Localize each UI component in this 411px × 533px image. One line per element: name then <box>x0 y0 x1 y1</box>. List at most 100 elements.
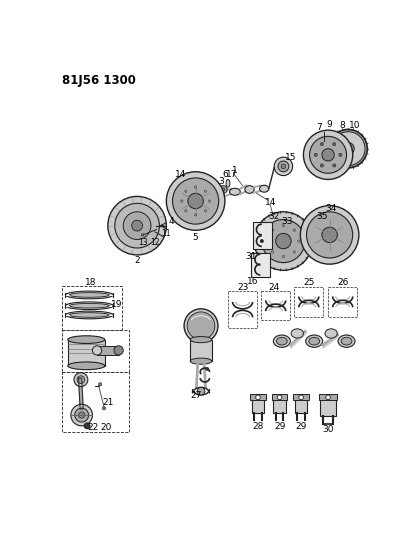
Circle shape <box>79 412 85 418</box>
Text: 18: 18 <box>85 278 97 287</box>
Circle shape <box>300 206 359 264</box>
Circle shape <box>322 149 334 161</box>
Text: 10: 10 <box>349 121 361 130</box>
Text: 19: 19 <box>111 300 123 309</box>
Circle shape <box>123 212 151 239</box>
Ellipse shape <box>341 337 352 345</box>
Text: 5: 5 <box>192 233 198 241</box>
Circle shape <box>320 164 323 167</box>
Circle shape <box>293 251 296 253</box>
Bar <box>320 399 336 416</box>
Text: 13: 13 <box>139 238 148 247</box>
Circle shape <box>84 423 90 429</box>
Bar <box>319 394 337 400</box>
Circle shape <box>99 383 102 386</box>
Circle shape <box>298 240 300 242</box>
Circle shape <box>256 395 260 400</box>
Ellipse shape <box>226 180 230 187</box>
Bar <box>294 287 323 317</box>
Ellipse shape <box>69 313 109 317</box>
Ellipse shape <box>68 362 105 370</box>
Circle shape <box>262 220 305 263</box>
Text: 11: 11 <box>162 229 171 238</box>
Text: 33: 33 <box>282 217 293 227</box>
Bar <box>62 372 129 432</box>
Bar <box>251 253 270 277</box>
Circle shape <box>222 188 225 191</box>
Circle shape <box>185 209 187 212</box>
Text: 4: 4 <box>169 217 175 227</box>
Text: 2: 2 <box>134 256 140 265</box>
Bar <box>252 399 264 413</box>
Bar <box>328 287 357 317</box>
Ellipse shape <box>69 293 109 297</box>
Circle shape <box>307 212 353 258</box>
Text: 29: 29 <box>296 422 307 431</box>
Circle shape <box>132 220 143 231</box>
Circle shape <box>254 212 313 270</box>
Circle shape <box>278 161 289 172</box>
Circle shape <box>277 395 282 400</box>
Circle shape <box>309 136 346 173</box>
Circle shape <box>208 200 211 202</box>
Circle shape <box>194 214 197 216</box>
Ellipse shape <box>68 336 105 343</box>
Circle shape <box>293 229 296 231</box>
Text: 6: 6 <box>222 169 228 179</box>
Circle shape <box>187 312 215 340</box>
Text: 3: 3 <box>218 176 224 185</box>
Circle shape <box>303 130 353 180</box>
Ellipse shape <box>65 291 113 299</box>
Ellipse shape <box>309 337 320 345</box>
Circle shape <box>329 130 367 168</box>
Circle shape <box>332 143 336 146</box>
Bar <box>97 346 119 355</box>
Circle shape <box>184 309 218 343</box>
Text: 1: 1 <box>232 166 238 175</box>
Circle shape <box>166 172 225 230</box>
Bar <box>190 340 212 361</box>
Circle shape <box>271 251 274 253</box>
Text: 14: 14 <box>265 198 276 207</box>
Ellipse shape <box>325 329 337 338</box>
Circle shape <box>267 240 269 242</box>
Circle shape <box>115 203 159 248</box>
Circle shape <box>75 408 89 422</box>
Ellipse shape <box>245 185 254 193</box>
Bar <box>295 399 307 413</box>
Circle shape <box>326 395 330 400</box>
Text: 17: 17 <box>226 169 238 179</box>
Circle shape <box>274 157 293 175</box>
Bar <box>228 291 257 328</box>
Circle shape <box>77 376 85 384</box>
Ellipse shape <box>114 346 123 355</box>
Circle shape <box>271 229 274 231</box>
Circle shape <box>185 190 187 192</box>
Circle shape <box>320 143 323 146</box>
Circle shape <box>188 193 203 209</box>
Bar <box>62 286 122 329</box>
Bar <box>293 394 309 400</box>
Ellipse shape <box>277 337 287 345</box>
Ellipse shape <box>338 335 355 348</box>
Circle shape <box>204 209 207 212</box>
Text: 21: 21 <box>102 398 113 407</box>
Circle shape <box>102 407 106 410</box>
Ellipse shape <box>229 188 240 195</box>
Text: 34: 34 <box>326 204 337 213</box>
Ellipse shape <box>69 303 109 308</box>
Text: 24: 24 <box>268 283 280 292</box>
Text: 8: 8 <box>340 121 346 130</box>
Bar <box>273 399 286 413</box>
Text: 25: 25 <box>303 278 314 287</box>
Text: 35: 35 <box>316 212 328 221</box>
Text: 16: 16 <box>247 277 259 286</box>
Text: 14: 14 <box>175 169 187 179</box>
Polygon shape <box>79 378 83 409</box>
Text: 29: 29 <box>274 422 285 431</box>
Circle shape <box>282 255 284 257</box>
Circle shape <box>282 224 284 227</box>
Text: 15: 15 <box>284 154 296 163</box>
Ellipse shape <box>259 185 269 192</box>
Bar <box>272 394 287 400</box>
